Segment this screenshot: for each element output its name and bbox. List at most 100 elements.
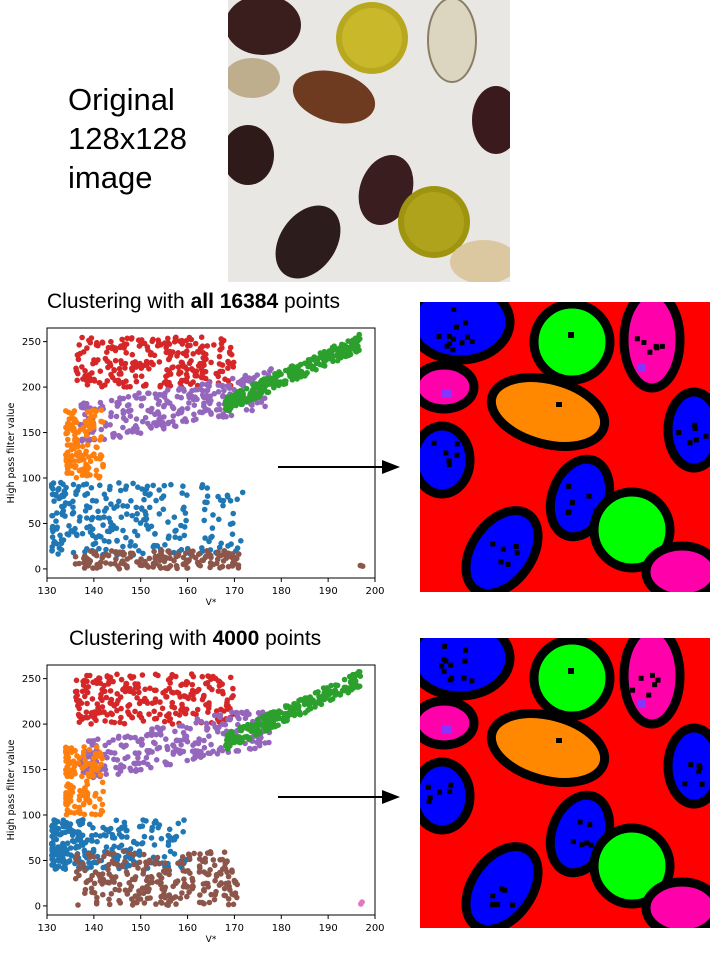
data-point (140, 395, 147, 401)
data-point (183, 733, 190, 740)
segment-region (420, 638, 515, 701)
data-point (297, 361, 304, 368)
data-point (154, 745, 161, 752)
data-point (227, 887, 233, 893)
data-point (49, 548, 55, 554)
data-point (207, 560, 214, 566)
raisin-shape (358, 155, 414, 225)
brown-cluster-series (72, 548, 366, 572)
data-point (196, 736, 202, 742)
data-point (208, 359, 214, 366)
data-point (65, 754, 72, 760)
data-point (252, 392, 259, 398)
data-point (90, 565, 96, 571)
data-point (83, 429, 89, 435)
data-point (124, 891, 131, 897)
data-point (74, 377, 80, 384)
segment-speckle (454, 441, 460, 447)
data-point (108, 501, 114, 507)
data-point (105, 866, 111, 873)
data-point (91, 880, 98, 887)
data-point (82, 373, 88, 379)
data-point (152, 740, 158, 747)
segment-speckle (443, 450, 449, 456)
data-point (341, 345, 348, 351)
data-point (256, 728, 263, 734)
data-point (133, 416, 140, 422)
data-point (207, 400, 213, 407)
data-point (197, 562, 204, 569)
data-point (108, 338, 114, 345)
data-point (70, 784, 76, 791)
data-point (83, 448, 89, 455)
data-point (221, 551, 227, 558)
data-point (163, 694, 169, 700)
data-point (129, 367, 136, 373)
data-point (146, 555, 153, 562)
data-point (225, 358, 231, 365)
data-point (111, 843, 117, 850)
data-point (341, 676, 348, 683)
data-point (116, 380, 122, 387)
data-point (203, 351, 209, 358)
data-point (257, 393, 263, 399)
data-point (120, 395, 127, 402)
data-point (172, 534, 178, 540)
data-point (197, 409, 203, 415)
data-point (138, 373, 145, 379)
data-point (149, 827, 155, 834)
data-point (358, 562, 364, 569)
data-point (162, 870, 169, 876)
data-point (189, 875, 195, 882)
data-point (83, 472, 90, 479)
data-point (144, 483, 151, 490)
data-point (106, 739, 112, 746)
data-point (140, 550, 146, 557)
data-point (145, 731, 151, 738)
data-point (194, 706, 201, 713)
orange-cluster-series (63, 407, 106, 481)
data-point (79, 818, 85, 825)
data-point (199, 548, 206, 554)
y-tick-label: 250 (22, 674, 41, 685)
data-point (101, 538, 108, 544)
data-point (215, 729, 221, 735)
data-point (317, 350, 324, 356)
segment-speckle (556, 738, 562, 743)
data-point (50, 486, 56, 492)
data-point (83, 879, 90, 886)
data-point (105, 364, 111, 371)
data-point (222, 892, 229, 899)
data-point (224, 697, 231, 703)
data-point (153, 497, 159, 504)
segment-speckle (682, 781, 688, 787)
data-point (87, 409, 93, 415)
data-point (90, 755, 97, 761)
raisin-shape (472, 86, 510, 154)
data-point (171, 704, 178, 711)
data-point (238, 538, 244, 544)
data-point (170, 751, 177, 757)
data-point (70, 768, 77, 774)
data-point (151, 420, 157, 426)
segment-region (529, 302, 615, 385)
data-point (234, 496, 240, 503)
plot-frame (46, 664, 376, 916)
data-point (224, 741, 230, 747)
data-point (189, 553, 196, 559)
x-tick-label: 150 (131, 923, 150, 934)
data-point (329, 344, 336, 351)
data-point (106, 901, 113, 908)
data-point (64, 442, 71, 448)
data-point (82, 693, 88, 700)
data-point (162, 894, 168, 901)
segment-speckle (446, 333, 452, 339)
data-point (228, 351, 235, 358)
data-point (109, 374, 116, 381)
data-point (156, 872, 162, 878)
data-point (143, 362, 150, 368)
data-point (81, 677, 88, 684)
data-point (217, 368, 223, 375)
data-point (234, 728, 240, 734)
data-point (216, 413, 222, 420)
